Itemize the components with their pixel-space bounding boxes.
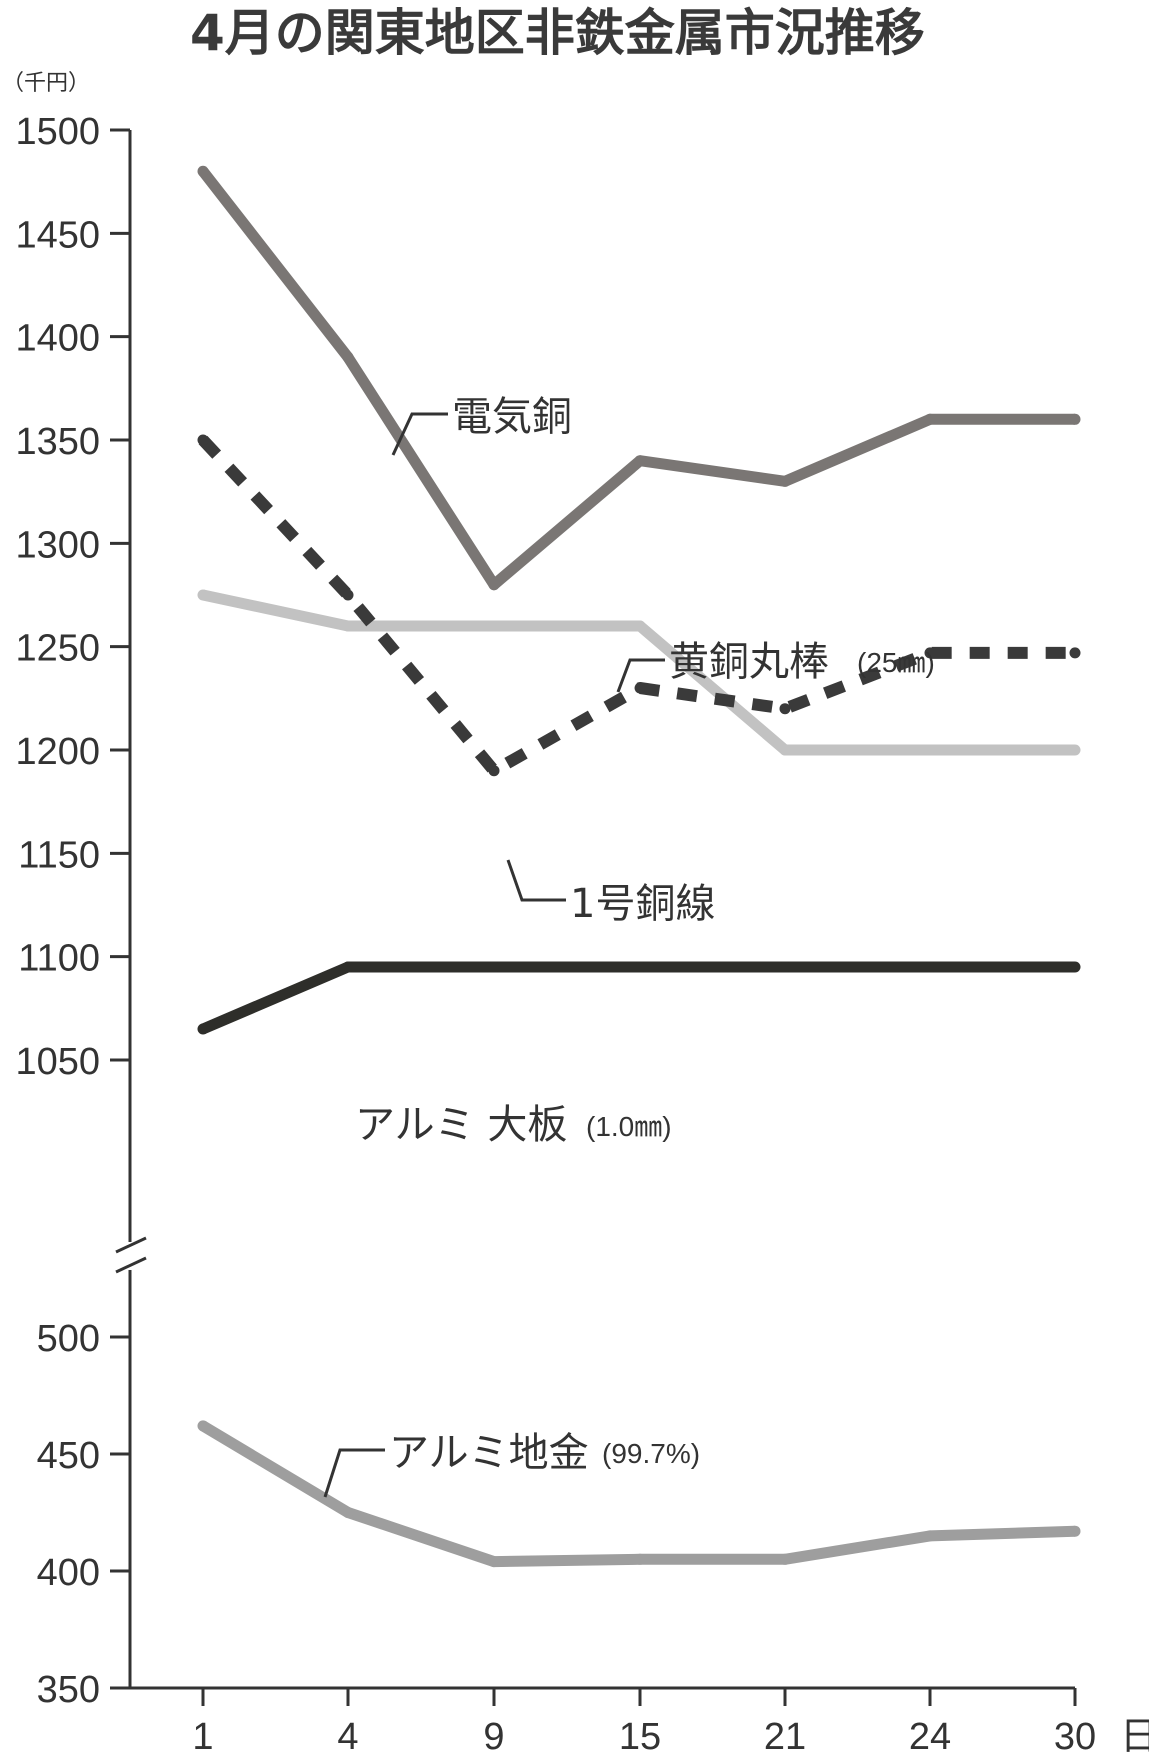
x-tick-label: 9: [483, 1716, 504, 1758]
data-point: [1069, 744, 1081, 756]
data-point: [1069, 647, 1081, 659]
data-point: [779, 961, 791, 973]
y-tick-label: 1450: [15, 214, 100, 256]
data-point: [197, 1420, 209, 1432]
data-point: [197, 589, 209, 601]
series-note-alumi-jigane: (99.7%): [602, 1438, 700, 1469]
x-ticks: 1 4 9 15 21 24 30 日: [192, 1688, 1149, 1758]
series-note-alumi-ooita: (1.0㎜): [586, 1111, 672, 1142]
data-point: [342, 961, 354, 973]
data-point: [488, 579, 500, 591]
data-point: [779, 703, 791, 715]
data-point: [342, 620, 354, 632]
data-point: [924, 744, 936, 756]
x-tick-label: 4: [337, 1716, 358, 1758]
x-tick-label: 21: [764, 1716, 806, 1758]
axis-break-mark: [115, 1236, 147, 1274]
series-label-ichigou-dousen: 1号銅線: [570, 881, 715, 927]
data-point: [488, 1556, 500, 1568]
data-point: [488, 620, 500, 632]
data-point: [197, 165, 209, 177]
series-label-alumi-ooita: アルミ 大板: [355, 1102, 567, 1148]
data-point: [924, 1530, 936, 1542]
y-tick-label: 1200: [15, 731, 100, 773]
x-tick-label: 30: [1054, 1716, 1096, 1758]
data-point: [1069, 413, 1081, 425]
y-tick-label: 350: [37, 1669, 100, 1711]
data-point: [779, 475, 791, 487]
series-label-denki-dou: 電気銅: [452, 394, 572, 440]
series-note-oudou-marubou: (25㎜): [857, 647, 935, 678]
chart-title: 4月の関東地区非鉄金属市況推移: [190, 4, 925, 62]
leader-line-alumi-jigane: [323, 1448, 385, 1498]
series-line-alumi-ooita: [200, 961, 1075, 1035]
x-tick-label: 15: [619, 1716, 661, 1758]
series-line-ichigou-dousen: [198, 435, 1075, 777]
data-point: [924, 647, 936, 659]
y-tick-label: 500: [37, 1318, 100, 1360]
data-point: [1069, 961, 1081, 973]
leader-line-ichigou-dousen: [506, 859, 566, 902]
data-point: [197, 1023, 209, 1035]
label-alumi-jigane: アルミ地金 (99.7%): [323, 1430, 700, 1498]
series-line-oudou-marubou: [201, 589, 1075, 756]
x-axis-unit: 日: [1120, 1716, 1149, 1758]
series-lines: [197, 165, 1081, 1568]
y-tick-label: 1500: [15, 111, 100, 153]
label-alumi-ooita: アルミ 大板 (1.0㎜): [355, 1102, 672, 1148]
y-tick-label: 1100: [18, 938, 100, 980]
series-label-oudou-marubou: 黄銅丸棒: [669, 639, 829, 685]
data-point: [634, 455, 646, 467]
data-point: [488, 961, 500, 973]
axes: [115, 130, 1075, 1690]
data-point: [488, 765, 500, 777]
series-labels: 電気銅 黄銅丸棒 (25㎜) 1号銅線 アルミ 大板 (1.0㎜) アルミ地金 …: [323, 394, 935, 1498]
data-point: [634, 682, 646, 694]
y-tick-label: 400: [37, 1552, 100, 1594]
data-point: [342, 1507, 354, 1518]
y-tick-label: 1150: [18, 834, 100, 876]
data-point: [634, 961, 646, 973]
data-point: [779, 744, 791, 756]
data-point: [779, 1553, 791, 1565]
data-point: [342, 589, 354, 601]
leader-line-oudou-marubou: [616, 658, 665, 693]
y-tick-label: 1300: [15, 524, 100, 566]
data-point: [924, 413, 936, 425]
label-ichigou-dousen: 1号銅線: [506, 859, 715, 927]
series-label-alumi-jigane: アルミ地金: [389, 1430, 589, 1476]
y-tick-label: 1050: [15, 1041, 100, 1083]
y-tick-label: 1250: [15, 628, 100, 670]
data-point: [634, 1553, 646, 1565]
y-ticks: 1500 1450 1400 1350 1300 1250 1200 1150 1100 1050…: [15, 111, 130, 1711]
series-line-denki-dou: [198, 167, 1075, 591]
data-point: [924, 961, 936, 973]
x-tick-label: 24: [909, 1716, 951, 1758]
leader-line-denki-dou: [391, 412, 448, 456]
label-denki-dou: 電気銅: [391, 394, 572, 456]
y-tick-label: 450: [37, 1435, 100, 1477]
y-tick-label: 1400: [15, 318, 100, 360]
data-point: [1069, 1525, 1081, 1537]
label-oudou-marubou: 黄銅丸棒 (25㎜): [616, 639, 935, 693]
data-point: [342, 351, 354, 363]
y-tick-label: 1350: [15, 421, 100, 463]
x-tick-label: 1: [192, 1716, 213, 1758]
y-axis-unit: （千円）: [2, 71, 90, 96]
data-point: [634, 620, 646, 632]
data-point: [197, 434, 209, 446]
